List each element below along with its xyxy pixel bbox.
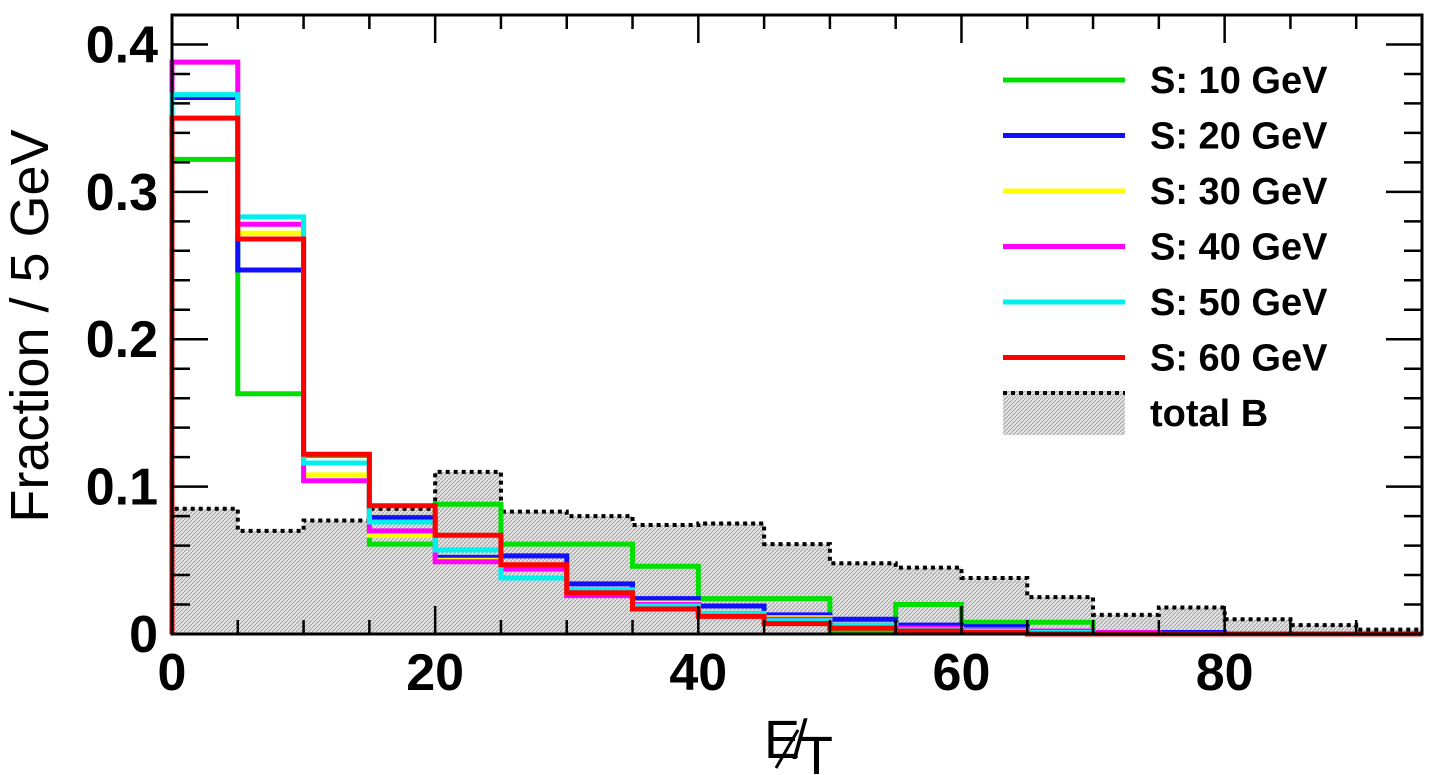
legend-label: S: 30 GeV — [1150, 171, 1328, 213]
series-line-total-b — [170, 469, 1422, 634]
y-tick-label: 0.4 — [86, 16, 158, 74]
x-tick-label: 0 — [158, 644, 187, 702]
legend-label: S: 40 GeV — [1150, 227, 1328, 269]
legend-label: S: 50 GeV — [1150, 282, 1328, 324]
y-tick-label: 0.1 — [86, 459, 158, 517]
x-tick-label: 60 — [933, 644, 991, 702]
legend-entry: S: 20 GeV — [1003, 116, 1328, 158]
x-tick-label: 80 — [1196, 644, 1254, 702]
legend: S: 10 GeV S: 20 GeV S: 30 GeV S: 40 GeV S: 5… — [1003, 60, 1328, 435]
legend-entry: S: 50 GeV — [1003, 282, 1328, 324]
axes: 0 20 40 60 80 0 0.1 0.2 0.3 0.4 — [86, 13, 1424, 769]
x-axis-title-slash — [774, 729, 800, 769]
y-axis-title: Fraction / 5 GeV — [0, 129, 60, 522]
legend-entry: total B — [1003, 391, 1268, 435]
x-tick-label: 20 — [406, 644, 464, 702]
legend-label: S: 20 GeV — [1150, 116, 1328, 158]
plot-frame — [170, 13, 1424, 636]
legend-label: total B — [1150, 393, 1268, 435]
x-axis-title: E̸ T — [764, 710, 833, 775]
legend-entry: S: 10 GeV — [1003, 60, 1328, 102]
y-tick-label: 0 — [129, 606, 158, 664]
legend-label: S: 60 GeV — [1150, 338, 1328, 380]
y-tick-label: 0.3 — [86, 164, 158, 222]
legend-label: S: 10 GeV — [1150, 60, 1328, 102]
legend-entry: S: 30 GeV — [1003, 171, 1328, 213]
legend-entry: S: 60 GeV — [1003, 338, 1328, 380]
legend-swatch-fill — [1003, 391, 1125, 435]
x-tick-label: 40 — [669, 644, 727, 702]
legend-entry: S: 40 GeV — [1003, 227, 1328, 269]
series-fill-total-b — [172, 471, 1422, 634]
x-axis-title-subscript: T — [800, 726, 833, 775]
y-tick-label: 0.2 — [86, 311, 158, 369]
